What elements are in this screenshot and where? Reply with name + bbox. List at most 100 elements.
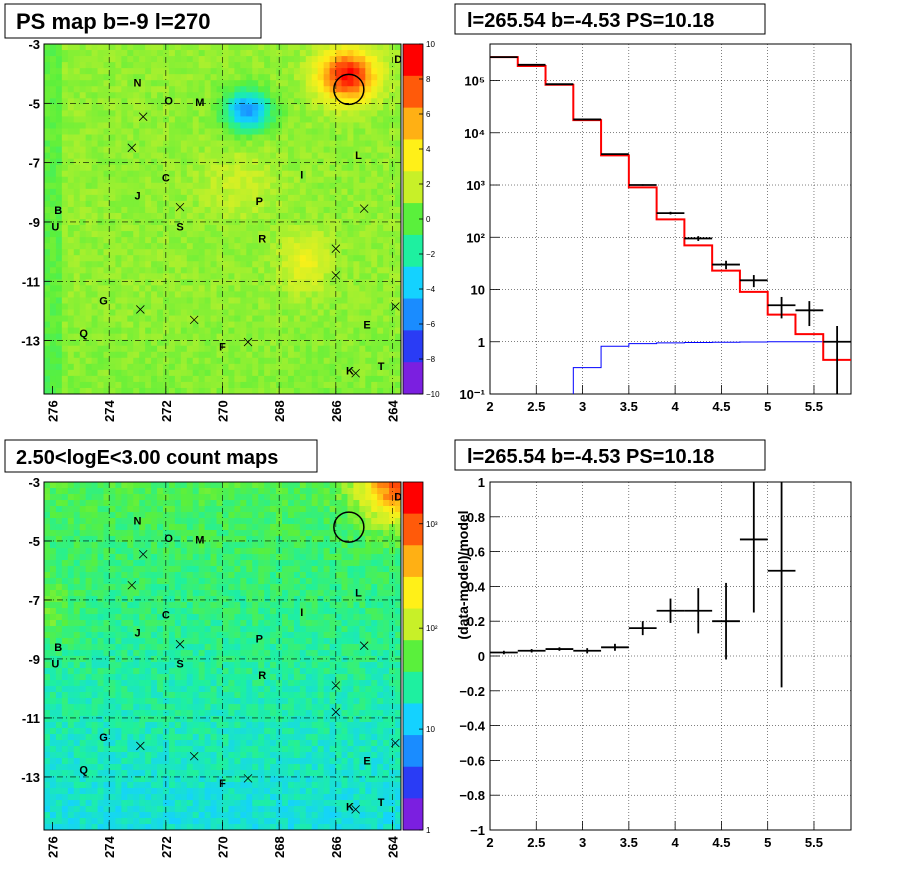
heatmap-cell xyxy=(55,92,63,99)
heatmap-cell xyxy=(198,542,206,549)
heatmap-cell xyxy=(311,62,319,69)
heatmap-cell xyxy=(299,170,307,178)
heatmap-cell xyxy=(389,231,396,238)
heatmap-cell xyxy=(73,309,81,316)
heatmap-cell xyxy=(44,584,51,591)
heatmap-cell xyxy=(115,548,122,555)
heatmap-cell xyxy=(139,152,146,160)
heatmap-cell xyxy=(210,152,217,160)
heatmap-cell xyxy=(246,321,253,329)
heatmap-cell xyxy=(270,92,277,99)
heatmap-cell xyxy=(311,182,319,190)
heatmap-cell xyxy=(311,357,319,365)
heatmap-cell xyxy=(276,351,283,359)
heatmap-cell xyxy=(293,158,301,166)
heatmap-cell xyxy=(377,572,384,579)
heatmap-cell xyxy=(264,225,271,232)
heatmap-cell xyxy=(216,524,223,531)
heatmap-cell xyxy=(311,146,319,154)
heatmap-cell xyxy=(282,86,289,93)
heatmap-cell xyxy=(168,225,176,232)
heatmap-cell xyxy=(109,237,116,244)
heatmap-cell xyxy=(139,381,146,389)
heatmap-cell xyxy=(73,188,81,196)
heatmap-cell xyxy=(127,225,134,232)
heatmap-cell xyxy=(305,387,313,394)
heatmap-cell xyxy=(157,548,164,555)
heatmap-cell xyxy=(335,62,342,69)
heatmap-cell xyxy=(371,345,378,353)
heatmap-cell xyxy=(270,572,277,579)
heatmap-cell xyxy=(133,584,140,591)
heatmap-cell xyxy=(127,194,134,202)
heatmap-cell xyxy=(121,309,128,316)
heatmap-cell xyxy=(287,170,295,178)
heatmap-cell xyxy=(311,92,319,99)
heatmap-cell xyxy=(174,86,182,93)
heatmap-cell xyxy=(293,279,301,286)
heatmap-cell xyxy=(371,152,378,160)
heatmap-cell xyxy=(168,339,176,347)
heatmap-cell xyxy=(204,50,211,57)
heatmap-cell xyxy=(252,536,259,543)
heatmap-cell xyxy=(323,518,330,525)
heatmap-cell xyxy=(252,506,259,513)
heatmap-cell xyxy=(145,518,152,525)
heatmap-cell xyxy=(270,279,277,286)
heatmap-cell xyxy=(240,140,247,147)
heatmap-cell xyxy=(287,590,295,597)
heatmap-cell xyxy=(157,303,164,310)
heatmap-cell xyxy=(151,255,158,262)
heatmap-cell xyxy=(305,357,313,365)
heatmap-cell xyxy=(359,303,366,310)
heatmap-cell xyxy=(287,182,295,190)
heatmap-cell xyxy=(299,56,307,63)
heatmap-cell xyxy=(145,620,152,627)
heatmap-cell xyxy=(49,602,57,609)
heatmap-cell xyxy=(79,327,87,335)
heatmap-cell xyxy=(168,176,176,184)
heatmap-cell xyxy=(210,249,217,256)
heatmap-cell xyxy=(341,279,348,286)
heatmap-cell xyxy=(383,68,390,75)
heatmap-cell xyxy=(49,176,57,184)
heatmap-cell xyxy=(341,182,348,190)
heatmap-cell xyxy=(359,98,366,105)
heatmap-cell xyxy=(305,267,313,274)
heatmap-cell xyxy=(299,50,307,57)
heatmap-cell xyxy=(97,56,104,63)
heatmap-cell xyxy=(359,273,366,280)
heatmap-cell xyxy=(222,309,229,316)
heatmap-cell xyxy=(55,614,63,621)
heatmap-cell xyxy=(383,614,390,621)
heatmap-cell xyxy=(335,363,342,371)
heatmap-cell xyxy=(282,381,289,389)
heatmap-cell xyxy=(246,176,253,184)
heatmap-cell xyxy=(115,339,122,347)
heatmap-cell xyxy=(163,249,170,256)
heatmap-cell xyxy=(145,134,152,141)
heatmap-cell xyxy=(341,602,348,609)
heatmap-cell xyxy=(353,500,360,507)
heatmap-cell xyxy=(359,128,366,135)
heatmap-cell xyxy=(359,56,366,63)
heatmap-cell xyxy=(329,249,336,256)
heatmap-cell xyxy=(246,488,253,495)
heatmap-cell xyxy=(240,590,247,597)
heatmap-cell xyxy=(79,170,87,178)
heatmap-cell xyxy=(133,512,140,519)
heatmap-cell xyxy=(151,369,158,377)
heatmap-cell xyxy=(103,279,110,286)
heatmap-cell xyxy=(335,206,342,214)
heatmap-cell xyxy=(127,303,134,310)
heatmap-cell xyxy=(311,104,319,111)
heatmap-cell xyxy=(252,482,259,489)
heatmap-cell xyxy=(103,188,110,196)
heatmap-cell xyxy=(79,249,87,256)
heatmap-cell xyxy=(234,500,241,507)
heatmap-cell xyxy=(347,122,354,129)
heatmap-cell xyxy=(91,249,98,256)
heatmap-cell xyxy=(139,212,146,220)
heatmap-cell xyxy=(341,566,348,573)
heatmap-cell xyxy=(157,560,164,567)
